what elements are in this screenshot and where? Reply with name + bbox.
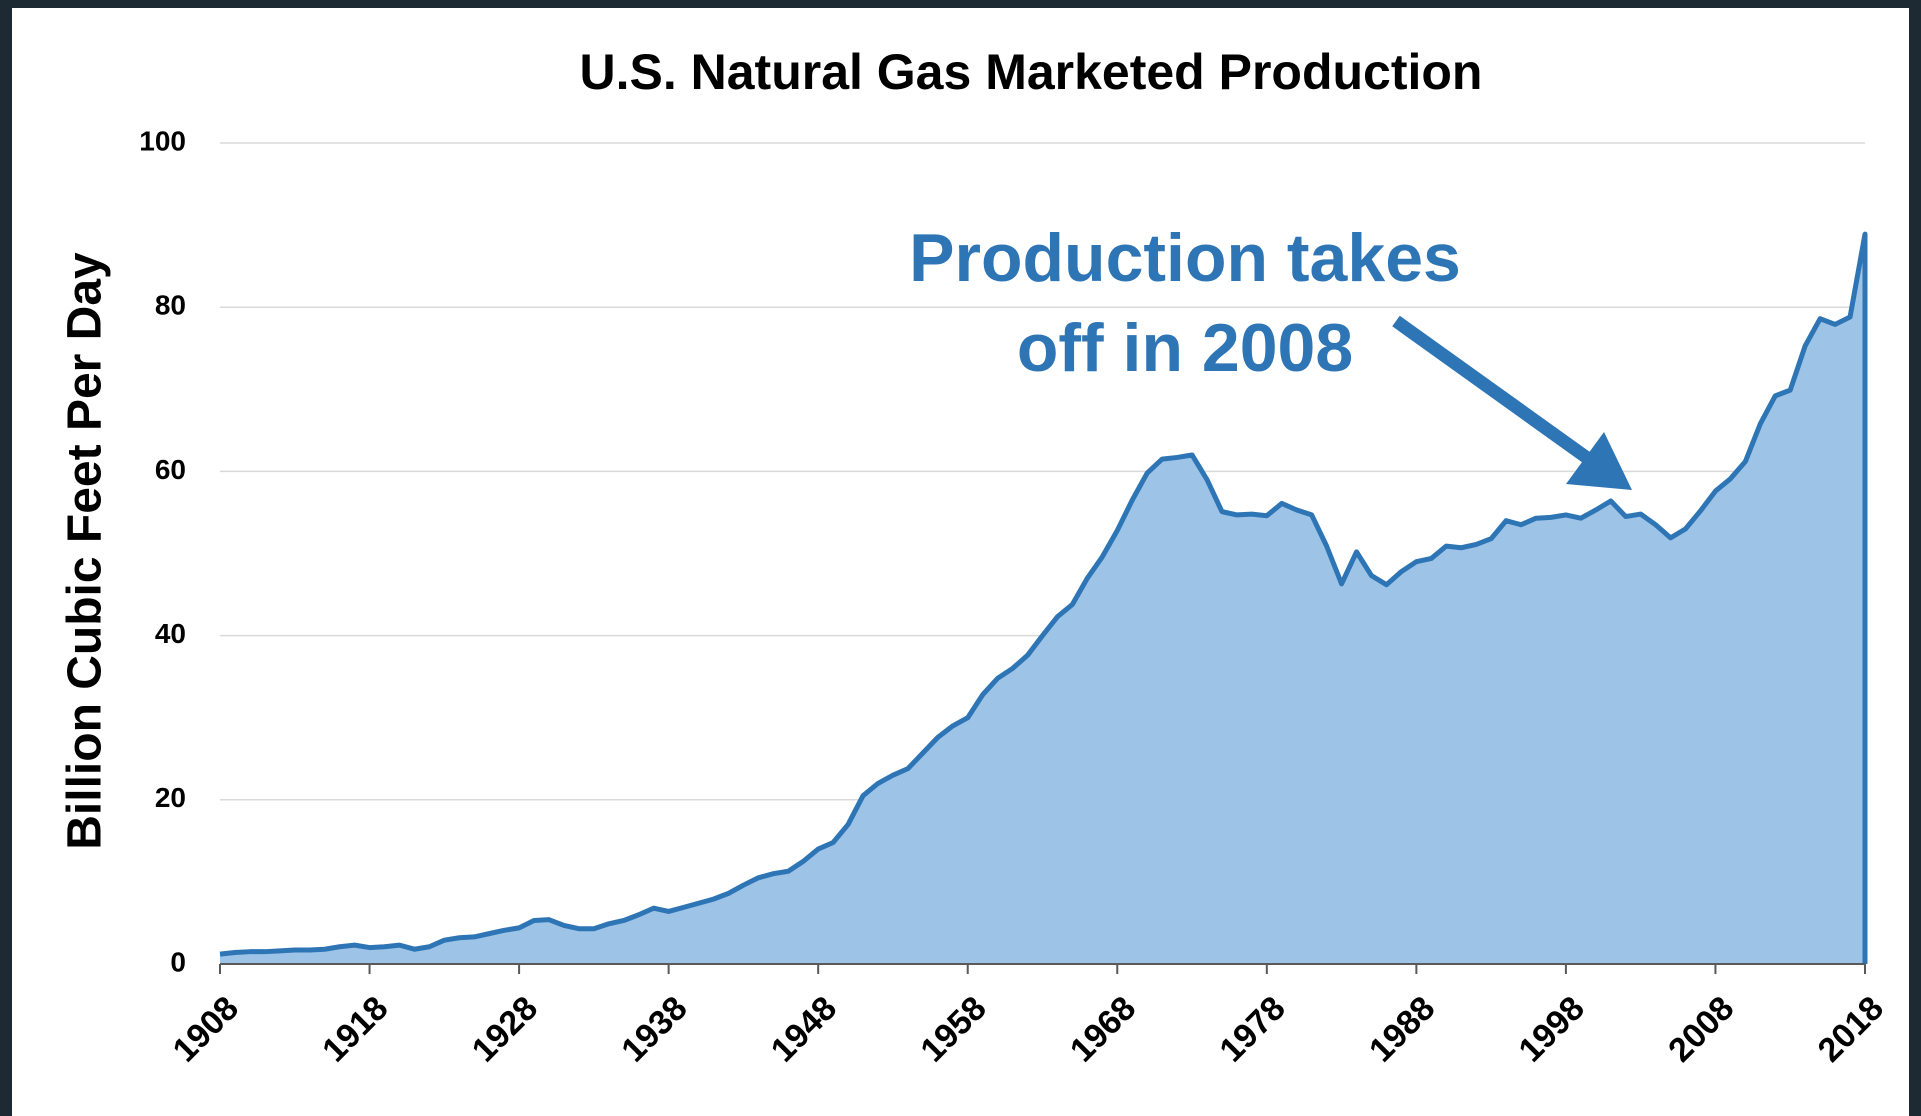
y-tick-label: 40 (155, 618, 186, 649)
annotation-arrowhead (1566, 432, 1632, 490)
area-line (219, 231, 1868, 964)
chart-title: U.S. Natural Gas Marketed Production (580, 44, 1483, 100)
y-tick-label: 20 (155, 782, 186, 813)
annotation-arrow (1392, 315, 1594, 466)
annotation: Production takes (909, 220, 1461, 296)
y-axis-label: Billion Cubic Feet Per Day (59, 252, 112, 850)
y-tick-label: 80 (155, 290, 186, 321)
y-tick-label: 0 (170, 946, 186, 977)
annotation: off in 2008 (1017, 310, 1353, 386)
y-tick-label: 60 (155, 454, 186, 485)
area-fill (220, 234, 1865, 965)
y-tick-label: 100 (139, 125, 186, 156)
